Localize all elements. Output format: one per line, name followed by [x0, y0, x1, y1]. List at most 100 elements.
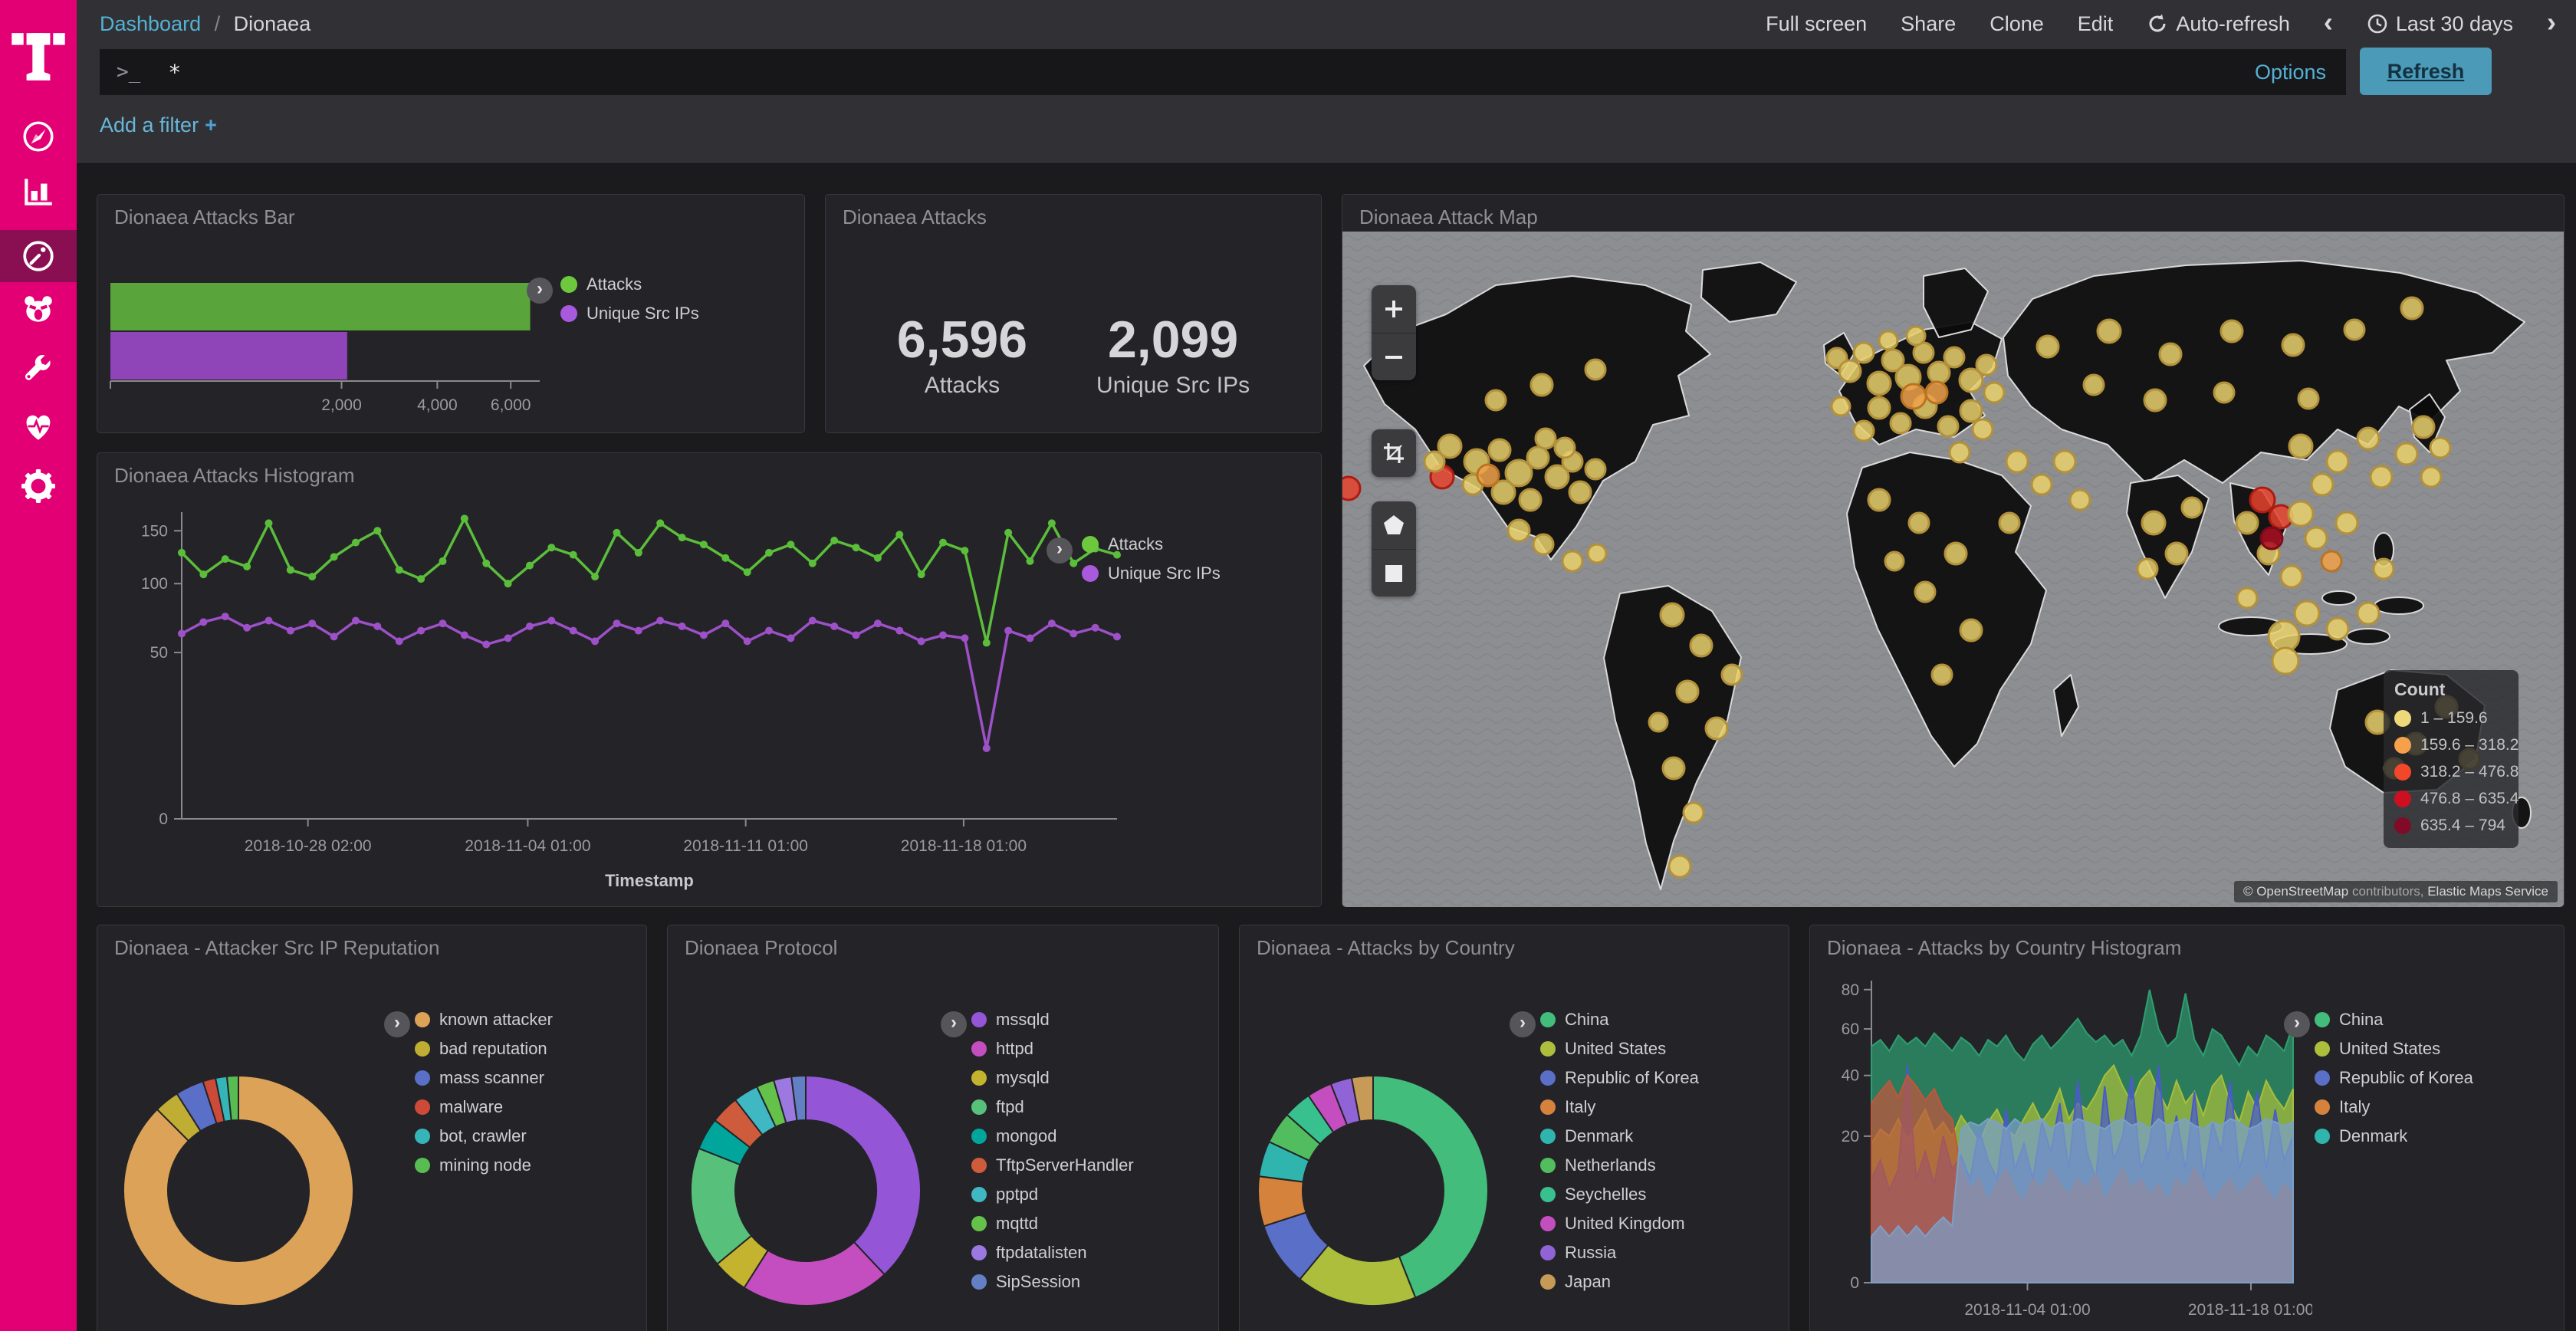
- legend-dot: [415, 1012, 430, 1027]
- legend-item[interactable]: mass scanner: [415, 1063, 553, 1093]
- app-sidebar: [0, 0, 77, 1331]
- map-zoom-controls: [1372, 285, 1416, 380]
- edit-button[interactable]: Edit: [2077, 12, 2114, 35]
- legend-item[interactable]: China: [1540, 1005, 1699, 1034]
- legend-item[interactable]: mqttd: [971, 1209, 1134, 1238]
- legend-toggle-button[interactable]: ›: [941, 1011, 967, 1037]
- legend-item[interactable]: TftpServerHandler: [971, 1151, 1134, 1180]
- legend-item[interactable]: Italy: [1540, 1093, 1699, 1122]
- legend-toggle-button[interactable]: ›: [1510, 1011, 1536, 1037]
- management-gear-icon[interactable]: [0, 460, 77, 512]
- crop-filter-button[interactable]: [1372, 429, 1416, 477]
- svg-text:20: 20: [1842, 1128, 1859, 1145]
- svg-text:40: 40: [1842, 1067, 1859, 1085]
- legend-item[interactable]: bot, crawler: [415, 1122, 553, 1151]
- polygon-draw-button[interactable]: [1372, 501, 1416, 549]
- legend-item[interactable]: mongod: [971, 1122, 1134, 1151]
- legend-item[interactable]: pptpd: [971, 1180, 1134, 1209]
- query-input[interactable]: *: [168, 59, 182, 85]
- legend-item[interactable]: Unique Src IPs: [560, 299, 699, 328]
- panel-title: Dionaea Attacks Bar: [114, 205, 295, 228]
- legend-toggle-button[interactable]: ›: [2284, 1011, 2310, 1037]
- legend-label: China: [1565, 1010, 1609, 1029]
- attacks-bar-chart: 2,000 4,000 6,000: [110, 283, 540, 414]
- legend-item[interactable]: Attacks: [1082, 530, 1221, 559]
- legend-label: Netherlands: [1565, 1155, 1656, 1175]
- map-legend-item: 318.2 – 476.8: [2394, 758, 2518, 785]
- legend-item[interactable]: mining node: [415, 1151, 553, 1180]
- dashboard-gauge-icon[interactable]: [0, 230, 77, 282]
- legend-item[interactable]: Denmark: [2315, 1122, 2473, 1151]
- legend-item[interactable]: mysqld: [971, 1063, 1134, 1093]
- legend-dot: [415, 1070, 430, 1086]
- legend-item[interactable]: Denmark: [1540, 1122, 1699, 1151]
- legend-item[interactable]: Japan: [1540, 1267, 1699, 1296]
- auto-refresh-button[interactable]: Auto-refresh: [2147, 12, 2290, 36]
- time-range-picker[interactable]: Last 30 days: [2367, 12, 2513, 36]
- legend-item[interactable]: Netherlands: [1540, 1151, 1699, 1180]
- query-bar[interactable]: >_ * Options: [100, 49, 2346, 95]
- full-screen-button[interactable]: Full screen: [1766, 12, 1868, 35]
- legend-item[interactable]: United States: [2315, 1034, 2473, 1063]
- discover-compass-icon[interactable]: [0, 110, 77, 163]
- clone-button[interactable]: Clone: [1990, 12, 2044, 35]
- legend-item[interactable]: known attacker: [415, 1005, 553, 1034]
- legend-item[interactable]: malware: [415, 1093, 553, 1122]
- legend-label: ftpd: [996, 1097, 1024, 1116]
- legend-item[interactable]: Unique Src IPs: [1082, 559, 1221, 588]
- breadcrumb: Dashboard / Dionaea: [100, 12, 310, 36]
- time-forward-button[interactable]: ›: [2547, 6, 2556, 38]
- legend-item[interactable]: Russia: [1540, 1238, 1699, 1267]
- legend-item[interactable]: United States: [1540, 1034, 1699, 1063]
- legend-item[interactable]: United Kingdom: [1540, 1209, 1699, 1238]
- map-legend-item: 1 – 159.6: [2394, 705, 2508, 731]
- legend-item[interactable]: Italy: [2315, 1093, 2473, 1122]
- zoom-in-button[interactable]: [1372, 285, 1416, 333]
- zoom-out-button[interactable]: [1372, 333, 1416, 380]
- legend-item[interactable]: httpd: [971, 1034, 1134, 1063]
- top-navbar: Dashboard / Dionaea Full screen Share Cl…: [77, 0, 2576, 48]
- protocol-donut-chart[interactable]: [683, 1068, 928, 1313]
- panel-attack-map: Dionaea Attack Map: [1342, 194, 2564, 907]
- honeypot-bear-icon[interactable]: [0, 284, 77, 336]
- breadcrumb-dashboard-link[interactable]: Dashboard: [100, 12, 202, 35]
- reputation-donut-chart[interactable]: [116, 1068, 361, 1313]
- legend-label: Japan: [1565, 1272, 1611, 1291]
- add-filter-link[interactable]: Add a filter +: [100, 113, 217, 136]
- legend-dot: [971, 1245, 987, 1260]
- map-legend-item: 635.4 – 794: [2394, 812, 2508, 839]
- world-map[interactable]: [1342, 232, 2564, 907]
- telekom-t-logo-icon[interactable]: [0, 8, 77, 92]
- legend-toggle-button[interactable]: ›: [384, 1011, 410, 1037]
- legend-item[interactable]: SipSession: [971, 1267, 1134, 1296]
- legend-item[interactable]: mssqld: [971, 1005, 1134, 1034]
- rectangle-draw-button[interactable]: [1372, 549, 1416, 596]
- legend-dot: [1082, 536, 1099, 553]
- refresh-button[interactable]: Refresh: [2360, 48, 2492, 95]
- legend-item[interactable]: ftpd: [971, 1093, 1134, 1122]
- monitoring-heartbeat-icon[interactable]: [0, 400, 77, 452]
- legend-item[interactable]: China: [2315, 1005, 2473, 1034]
- country-donut-chart[interactable]: [1250, 1068, 1496, 1313]
- share-button[interactable]: Share: [1901, 12, 1957, 35]
- visualize-bar-chart-icon[interactable]: [0, 166, 77, 218]
- legend-item[interactable]: Republic of Korea: [2315, 1063, 2473, 1093]
- time-back-button[interactable]: ‹: [2323, 6, 2333, 38]
- legend-label: SipSession: [996, 1272, 1081, 1291]
- svg-text:2018-10-28 02:00: 2018-10-28 02:00: [245, 837, 372, 855]
- metric-group: 6,596 Attacks 2,099 Unique Src IPs: [826, 310, 1321, 399]
- legend-item[interactable]: Republic of Korea: [1540, 1063, 1699, 1093]
- legend-dot: [2315, 1041, 2330, 1057]
- attack-map[interactable]: Count 1 – 159.6 159.6 – 318.2 318.2 – 476.…: [1342, 232, 2564, 907]
- svg-text:100: 100: [141, 575, 168, 593]
- legend-toggle-button[interactable]: ›: [1046, 537, 1073, 564]
- legend-item[interactable]: Attacks: [560, 270, 699, 299]
- query-options-link[interactable]: Options: [2254, 60, 2326, 84]
- devtools-wrench-icon[interactable]: [0, 342, 77, 394]
- legend-item[interactable]: Seychelles: [1540, 1180, 1699, 1209]
- legend-toggle-button[interactable]: ›: [527, 278, 553, 304]
- legend-item[interactable]: bad reputation: [415, 1034, 553, 1063]
- map-legend-dot: [2394, 709, 2411, 727]
- legend-item[interactable]: ftpdatalisten: [971, 1238, 1134, 1267]
